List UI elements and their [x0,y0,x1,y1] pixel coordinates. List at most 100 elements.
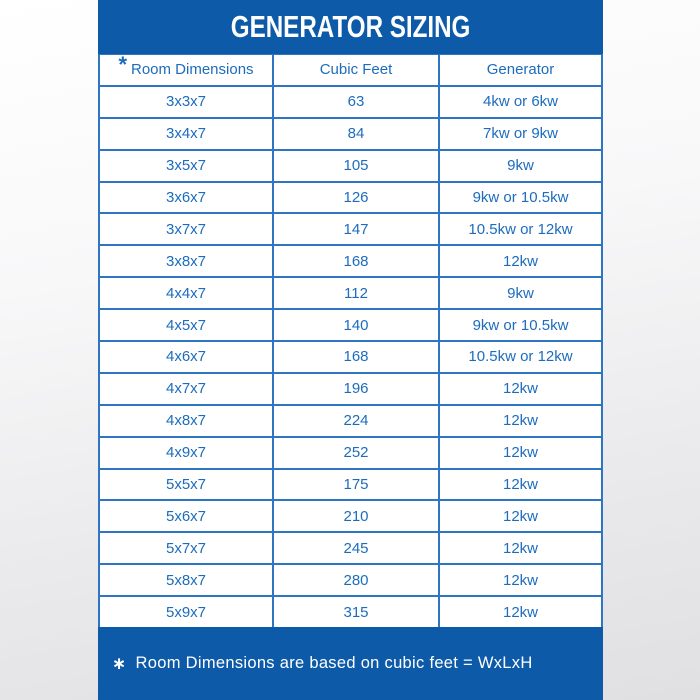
table-cell: 168 [274,342,440,372]
table-cell: 3x8x7 [100,246,274,277]
table-header-row: * Room Dimensions Cubic Feet Generator [100,53,601,87]
table-cell: 147 [274,214,440,245]
cell-value: 3x3x7 [165,93,207,111]
cell-value: 112 [344,284,368,302]
table-cell: 12kw [440,374,601,404]
table-cell: 12kw [440,470,601,500]
cell-value: 12kw [502,252,539,270]
header-cell-generator: Generator [440,55,601,85]
table-cell: 4x9x7 [100,437,274,468]
cell-value: 5x7x7 [165,539,207,557]
cell-value: 84 [347,125,365,143]
table-cell: 9kw [440,151,601,181]
table-cell: 9kw [440,278,601,308]
table-cell: 105 [274,150,440,181]
table-cell: 5x8x7 [100,565,274,596]
table-row: 4x6x7 168 10.5kw or 12kw [100,342,601,374]
footnote-text: Room Dimensions are based on cubic feet … [135,654,533,672]
table-cell: 196 [274,373,440,404]
table-row: 5x8x7 280 12kw [100,565,601,598]
footnote-band: ∗ Room Dimensions are based on cubic fee… [98,627,603,700]
cell-value: 9kw or 10.5kw [472,316,569,334]
table-cell: 3x7x7 [100,214,274,245]
cell-value: 3x4x7 [165,125,207,143]
generator-sizing-panel: GENERATOR SIZING * Room Dimensions Cubic… [98,0,603,700]
footnote-asterisk: ∗ [112,653,127,674]
cell-value: 147 [343,220,369,238]
cell-value: 175 [343,476,369,494]
table-row: 5x5x7 175 12kw [100,469,601,502]
table-cell: 315 [274,597,440,628]
table-cell: 175 [274,469,440,500]
cell-value: 12kw [502,539,539,557]
table-cell: 168 [274,246,440,277]
cell-value: 105 [343,157,369,175]
cell-value: 252 [343,444,369,462]
cell-value: 3x6x7 [165,189,207,206]
cell-value: 126 [343,189,369,206]
table-cell: 12kw [440,597,601,627]
cell-value: 4x4x7 [165,284,207,302]
table-cell: 12kw [440,246,601,276]
header-label-generator: Generator [486,61,555,79]
table-cell: 224 [274,405,440,436]
cell-value: 168 [343,348,369,366]
cell-value: 280 [343,571,369,589]
table-cell: 126 [274,182,440,213]
table-cell: 10.5kw or 12kw [440,342,601,372]
cell-value: 9kw [507,157,534,175]
cell-value: 63 [347,93,365,111]
cell-value: 5x6x7 [165,507,207,525]
cell-value: 9kw or 10.5kw [472,189,569,206]
cell-value: 7kw or 9kw [482,125,559,143]
cell-value: 168 [343,252,369,270]
table-cell: 12kw [440,501,601,531]
table-cell: 63 [274,86,440,117]
table-cell: 4x5x7 [100,310,274,341]
table-cell: 3x4x7 [100,118,274,149]
table-row: 4x8x7 224 12kw [100,405,601,438]
table-cell: 12kw [440,533,601,563]
table-cell: 3x3x7 [100,86,274,117]
table-cell: 4kw or 6kw [440,87,601,117]
table-cell: 5x7x7 [100,533,274,564]
table-cell: 12kw [440,565,601,595]
cell-value: 12kw [502,412,539,430]
table-row: 3x5x7 105 9kw [100,150,601,183]
cell-value: 4x9x7 [165,444,207,462]
cell-value: 5x8x7 [165,571,207,589]
table-cell: 84 [274,118,440,149]
table-cell: 4x6x7 [100,342,274,372]
table-cell: 3x5x7 [100,150,274,181]
table-cell: 280 [274,565,440,596]
cell-value: 315 [343,603,369,621]
cell-value: 196 [343,380,369,398]
table-row: 3x4x7 84 7kw or 9kw [100,118,601,151]
table-cell: 5x5x7 [100,469,274,500]
table-row: 4x9x7 252 12kw [100,437,601,470]
table-cell: 3x6x7 [100,182,274,213]
table-row: 4x4x7 112 9kw [100,278,601,311]
cell-value: 12kw [502,444,539,462]
table-row: 4x7x7 196 12kw [100,373,601,406]
table-cell: 112 [274,278,440,309]
cell-value: 4x6x7 [165,348,207,366]
cell-value: 12kw [502,380,539,398]
header-cell-room-dimensions: * Room Dimensions [100,53,274,85]
table-cell: 9kw or 10.5kw [440,310,601,340]
header-label-cubic-feet: Cubic Feet [319,61,393,79]
cell-value: 12kw [502,571,539,589]
table-cell: 4x4x7 [100,278,274,309]
cell-value: 4x7x7 [165,380,207,398]
page-title: GENERATOR SIZING [230,9,471,44]
cell-value: 4x8x7 [165,412,207,430]
table-row: 5x7x7 245 12kw [100,533,601,566]
cell-value: 12kw [502,507,539,525]
cell-value: 9kw [507,284,534,302]
cell-value: 12kw [502,603,539,621]
cell-value: 10.5kw or 12kw [468,220,573,238]
table-cell: 210 [274,501,440,532]
cell-value: 245 [343,539,369,557]
cell-value: 210 [343,507,369,525]
table-row: 5x9x7 315 12kw [100,597,601,628]
